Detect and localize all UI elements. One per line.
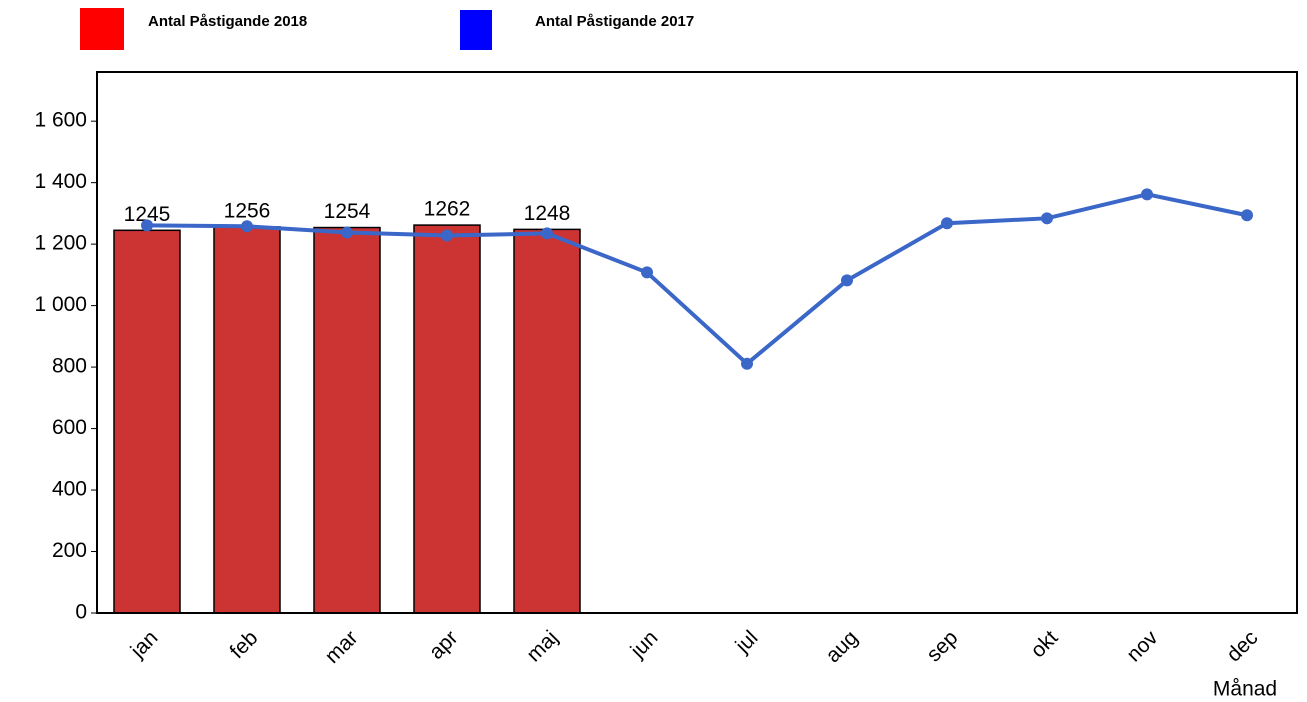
plot-frame <box>96 71 1298 614</box>
y-tick-label: 1 000 <box>34 293 87 316</box>
bar <box>213 226 281 614</box>
legend-label: Antal Påstigande 2017 <box>535 13 694 30</box>
x-tick-label: feb <box>226 626 263 663</box>
point <box>1041 212 1053 225</box>
x-axis-label: Månad <box>1213 678 1277 701</box>
y-tick-label: 1 400 <box>34 170 87 193</box>
point <box>441 229 453 242</box>
legend-label: Antal Påstigande 2018 <box>148 13 307 30</box>
bar <box>113 229 181 614</box>
line <box>146 192 1248 367</box>
point <box>941 217 953 230</box>
x-tick-label: maj <box>522 626 562 666</box>
x-tick-label: jun <box>626 626 663 663</box>
data-label: 1248 <box>524 202 571 225</box>
data-label: 1245 <box>124 203 171 226</box>
bar <box>413 224 481 614</box>
point <box>541 227 553 240</box>
data-label: 1254 <box>324 200 371 223</box>
y-tick-label: 400 <box>52 478 87 501</box>
point <box>141 219 153 232</box>
x-tick-label: okt <box>1026 626 1062 662</box>
point <box>1241 209 1253 222</box>
y-tick-label: 1 600 <box>34 109 87 132</box>
bar <box>513 228 581 614</box>
legend-swatch <box>460 10 492 50</box>
data-label: 1256 <box>224 199 271 222</box>
x-tick-label: sep <box>922 626 962 666</box>
x-tick-label: jul <box>731 626 763 658</box>
bar <box>313 226 381 614</box>
point <box>741 357 753 370</box>
point <box>1141 188 1153 201</box>
legend-swatch <box>80 8 124 50</box>
x-tick-label: apr <box>425 626 463 664</box>
point <box>341 226 353 239</box>
y-tick-label: 600 <box>52 416 87 439</box>
x-tick-label: nov <box>1122 626 1163 667</box>
point <box>641 266 653 279</box>
point <box>241 220 253 233</box>
point <box>841 274 853 287</box>
x-tick-label: jan <box>126 626 163 663</box>
x-tick-label: aug <box>821 626 862 667</box>
data-label: 1262 <box>424 198 471 221</box>
y-tick-label: 800 <box>52 355 87 378</box>
x-tick-label: mar <box>321 626 363 668</box>
y-tick-label: 0 <box>75 601 87 624</box>
y-tick-label: 200 <box>52 539 87 562</box>
y-tick-label: 1 200 <box>34 232 87 255</box>
x-tick-label: dec <box>1222 626 1262 666</box>
